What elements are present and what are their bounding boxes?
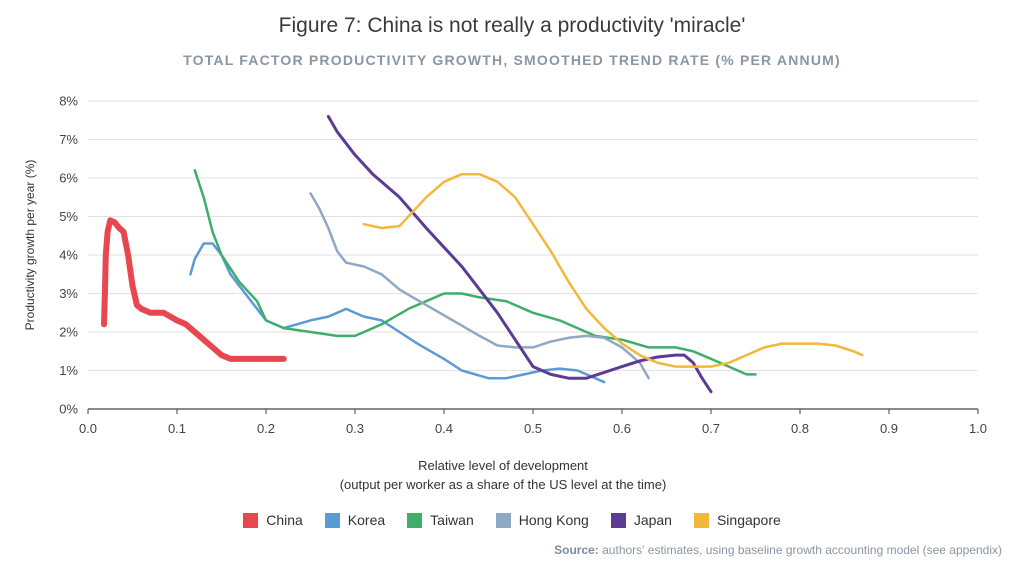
legend-item-taiwan: Taiwan [407,512,474,528]
legend-label: Hong Kong [518,512,589,528]
legend-item-korea: Korea [324,512,386,528]
series-line-singapore [362,172,864,368]
y-tick-label: 8% [59,94,78,109]
y-tick-label: 2% [59,325,78,340]
legend-swatch [324,512,340,528]
y-tick-label: 0% [59,402,78,417]
y-tick-label: 4% [59,248,78,263]
legend-item-china: China [243,512,303,528]
legend-label: Taiwan [430,512,474,528]
x-tick-label: 0.5 [524,421,542,436]
x-tick-label: 0.6 [613,421,631,436]
legend-swatch [243,512,259,528]
x-tick-label: 0.8 [791,421,809,436]
chart-subtitle: TOTAL FACTOR PRODUCTIVITY GROWTH, SMOOTH… [183,52,841,68]
legend-swatch [407,512,423,528]
y-tick-label: 1% [59,363,78,378]
source-text: authors' estimates, using baseline growt… [598,543,1002,557]
legend-label: Singapore [716,512,781,528]
source-note: Source: authors' estimates, using baseli… [554,543,1002,557]
x-tick-label: 1.0 [969,421,987,436]
chart-title: Figure 7: China is not really a producti… [278,14,746,37]
legend-swatch [610,512,626,528]
x-tick-label: 0.9 [880,421,898,436]
series-line-hong-kong [309,192,650,380]
y-tick-label: 6% [59,171,78,186]
series-line-japan [326,114,713,394]
x-tick-label: 0.4 [435,421,453,436]
y-tick-label: 7% [59,132,78,147]
y-tick-label: 5% [59,209,78,224]
y-axis-label: Productivity growth per year (%) [23,160,37,331]
x-tick-label: 0.0 [79,421,97,436]
legend-item-singapore: Singapore [693,512,781,528]
legend-swatch [495,512,511,528]
x-tick-label: 0.1 [168,421,186,436]
legend-item-japan: Japan [610,512,672,528]
legend: China Korea Taiwan Hong Kong Japan Singapore [0,512,1024,528]
series-line-china [101,217,287,362]
legend-label: Japan [633,512,672,528]
source-label: Source: [554,543,599,557]
x-tick-label: 0.2 [257,421,275,436]
series-line-taiwan [193,169,757,376]
legend-swatch [693,512,709,528]
legend-item-hong-kong: Hong Kong [495,512,589,528]
legend-label: China [266,512,303,528]
x-axis-sublabel: (output per worker as a share of the US … [340,477,667,492]
x-tick-label: 0.3 [346,421,364,436]
x-tick-label: 0.7 [702,421,720,436]
y-tick-label: 3% [59,286,78,301]
line-chart: 0% 1% 2% 3% 4% 5% 6% 7% 8% 0.0 0.1 0.2 0.3 0.4 0.5 0.6 0… [23,94,987,493]
legend-label: Korea [347,512,386,528]
x-axis-label: Relative level of development [418,458,588,473]
